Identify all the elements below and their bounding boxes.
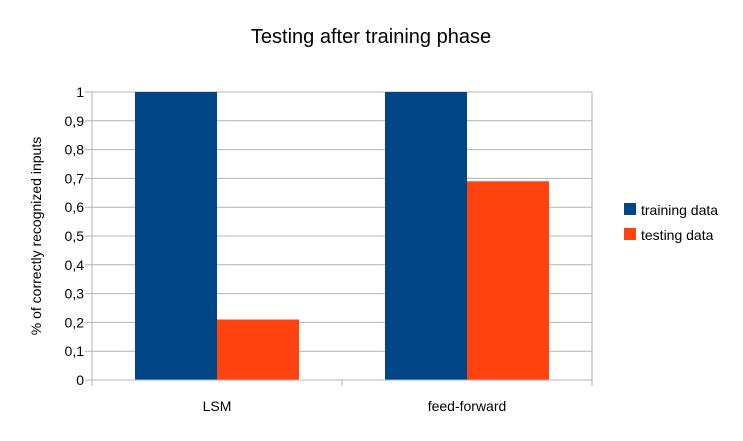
legend-label: training data [641,202,718,218]
y-axis-label: % of correctly recognized inputs [28,137,44,335]
bars [135,92,549,380]
y-tick-label: 1 [76,84,84,100]
legend-swatch [624,203,636,215]
bar-testing-data-feed-forward [467,181,549,380]
bar-training-data-LSM [135,92,217,380]
y-tick-label: 0 [76,372,84,388]
bar-testing-data-LSM [217,319,299,380]
y-tick-label: 0,5 [65,228,85,244]
legend: training data testing data [624,202,718,243]
y-tick-label: 0,7 [65,170,85,186]
legend-label: testing data [641,227,714,243]
x-tick-label: LSM [203,398,232,414]
axes: 0 0,1 0,2 0,3 0,4 0,5 0,6 0,7 0,8 0,9 1 LSM feed-for… [65,84,593,414]
x-tick-label: feed-forward [428,398,507,414]
chart-title: Testing after training phase [251,26,491,48]
y-tick-label: 0,8 [65,142,85,158]
y-tick-label: 0,3 [65,286,85,302]
legend-swatch [624,228,636,240]
y-tick-label: 0,9 [65,113,85,129]
y-tick-label: 0,1 [65,343,85,359]
y-tick-label: 0,4 [65,257,85,273]
y-tick-label: 0,6 [65,199,85,215]
bar-training-data-feed-forward [385,92,467,380]
y-tick-label: 0,2 [65,314,85,330]
